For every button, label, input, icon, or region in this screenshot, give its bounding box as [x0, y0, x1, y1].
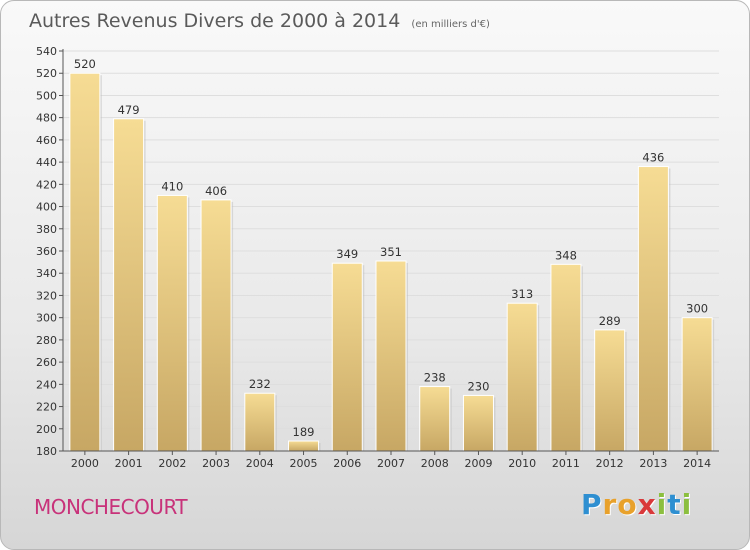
y-tick-label: 180 — [36, 445, 57, 458]
proxiti-logo: Proxiti — [581, 488, 692, 521]
y-tick-label: 360 — [36, 245, 57, 258]
y-tick-label: 200 — [36, 423, 57, 436]
x-tick-label-2010: 2010 — [508, 457, 536, 470]
data-label-2009: 230 — [467, 379, 489, 393]
logo-letter: r — [602, 488, 618, 521]
bar-2012 — [594, 329, 626, 452]
y-tick-label: 240 — [36, 378, 57, 391]
data-label-2002: 410 — [161, 179, 183, 193]
x-tick-label-2008: 2008 — [421, 457, 449, 470]
axes: 180 200 220 240 260 280 300 320 340 360 380 400 420 4… — [36, 45, 719, 470]
y-tick-label: 400 — [36, 201, 57, 214]
bar-2013 — [637, 166, 669, 452]
bar-2010 — [506, 302, 538, 452]
bar-2000 — [69, 72, 101, 452]
bar-2007 — [375, 260, 407, 452]
bar-2008 — [419, 386, 451, 452]
x-tick-label-2013: 2013 — [639, 457, 667, 470]
x-tick-label-2006: 2006 — [333, 457, 361, 470]
logo-letter: o — [617, 488, 638, 521]
x-tick-label-2009: 2009 — [464, 457, 492, 470]
bar-2002 — [156, 194, 188, 452]
bar-2009 — [462, 394, 494, 452]
x-tick-label-2007: 2007 — [377, 457, 405, 470]
logo-letter: P — [581, 488, 603, 521]
data-label-2004: 232 — [249, 377, 271, 391]
data-labels: 520 479 410 406 232 189 349 351 238 230 313 348 289 4… — [74, 57, 708, 439]
y-tick-label: 460 — [36, 134, 57, 147]
x-tick-label-2002: 2002 — [158, 457, 186, 470]
y-tick-label: 300 — [36, 312, 57, 325]
y-tick-label: 440 — [36, 156, 57, 169]
data-label-2005: 189 — [293, 425, 315, 439]
bar-2014 — [681, 317, 713, 452]
data-label-2013: 436 — [642, 151, 664, 165]
logo-letter: i — [681, 488, 693, 521]
x-tick-label-2004: 2004 — [246, 457, 274, 470]
y-tick-label: 500 — [36, 89, 57, 102]
y-tick-label: 340 — [36, 267, 57, 280]
logo-letter: t — [667, 488, 682, 521]
y-tick-label: 280 — [36, 334, 57, 347]
x-tick-label-2005: 2005 — [290, 457, 318, 470]
x-tick-label-2014: 2014 — [683, 457, 711, 470]
data-label-2007: 351 — [380, 245, 402, 259]
bar-2003 — [200, 199, 232, 452]
place-name: MONCHECOURT — [34, 495, 188, 519]
x-tick-label-2012: 2012 — [596, 457, 624, 470]
chart-subtitle: (en milliers d'€) — [411, 19, 490, 30]
data-label-2006: 349 — [336, 247, 358, 261]
chart-title: Autres Revenus Divers de 2000 à 2014 — [29, 10, 401, 32]
x-tick-label-2003: 2003 — [202, 457, 230, 470]
bar-2011 — [550, 263, 582, 452]
bar-2005 — [288, 440, 320, 452]
bars — [69, 72, 715, 452]
title-block: Autres Revenus Divers de 2000 à 2014 (en… — [29, 10, 490, 32]
bar-2004 — [244, 392, 276, 452]
logo-letter: x — [637, 488, 657, 521]
y-tick-label: 520 — [36, 67, 57, 80]
logo-letter: i — [656, 488, 668, 521]
data-label-2011: 348 — [555, 248, 577, 262]
data-label-2008: 238 — [424, 371, 446, 385]
y-tick-label: 480 — [36, 112, 57, 125]
data-label-2003: 406 — [205, 184, 227, 198]
data-label-2012: 289 — [599, 314, 621, 328]
x-tick-label-2000: 2000 — [71, 457, 99, 470]
x-tick-label-2001: 2001 — [115, 457, 143, 470]
y-tick-label: 380 — [36, 223, 57, 236]
y-tick-label: 260 — [36, 356, 57, 369]
data-label-2010: 313 — [511, 287, 533, 301]
y-tick-label: 420 — [36, 178, 57, 191]
data-label-2014: 300 — [686, 302, 708, 316]
bar-2006 — [331, 262, 363, 452]
bar-2001 — [113, 118, 145, 452]
x-tick-label-2011: 2011 — [552, 457, 580, 470]
data-label-2001: 479 — [118, 103, 140, 117]
data-label-2000: 520 — [74, 57, 96, 71]
y-tick-label: 540 — [36, 45, 57, 58]
y-tick-label: 220 — [36, 401, 57, 414]
y-tick-label: 320 — [36, 289, 57, 302]
